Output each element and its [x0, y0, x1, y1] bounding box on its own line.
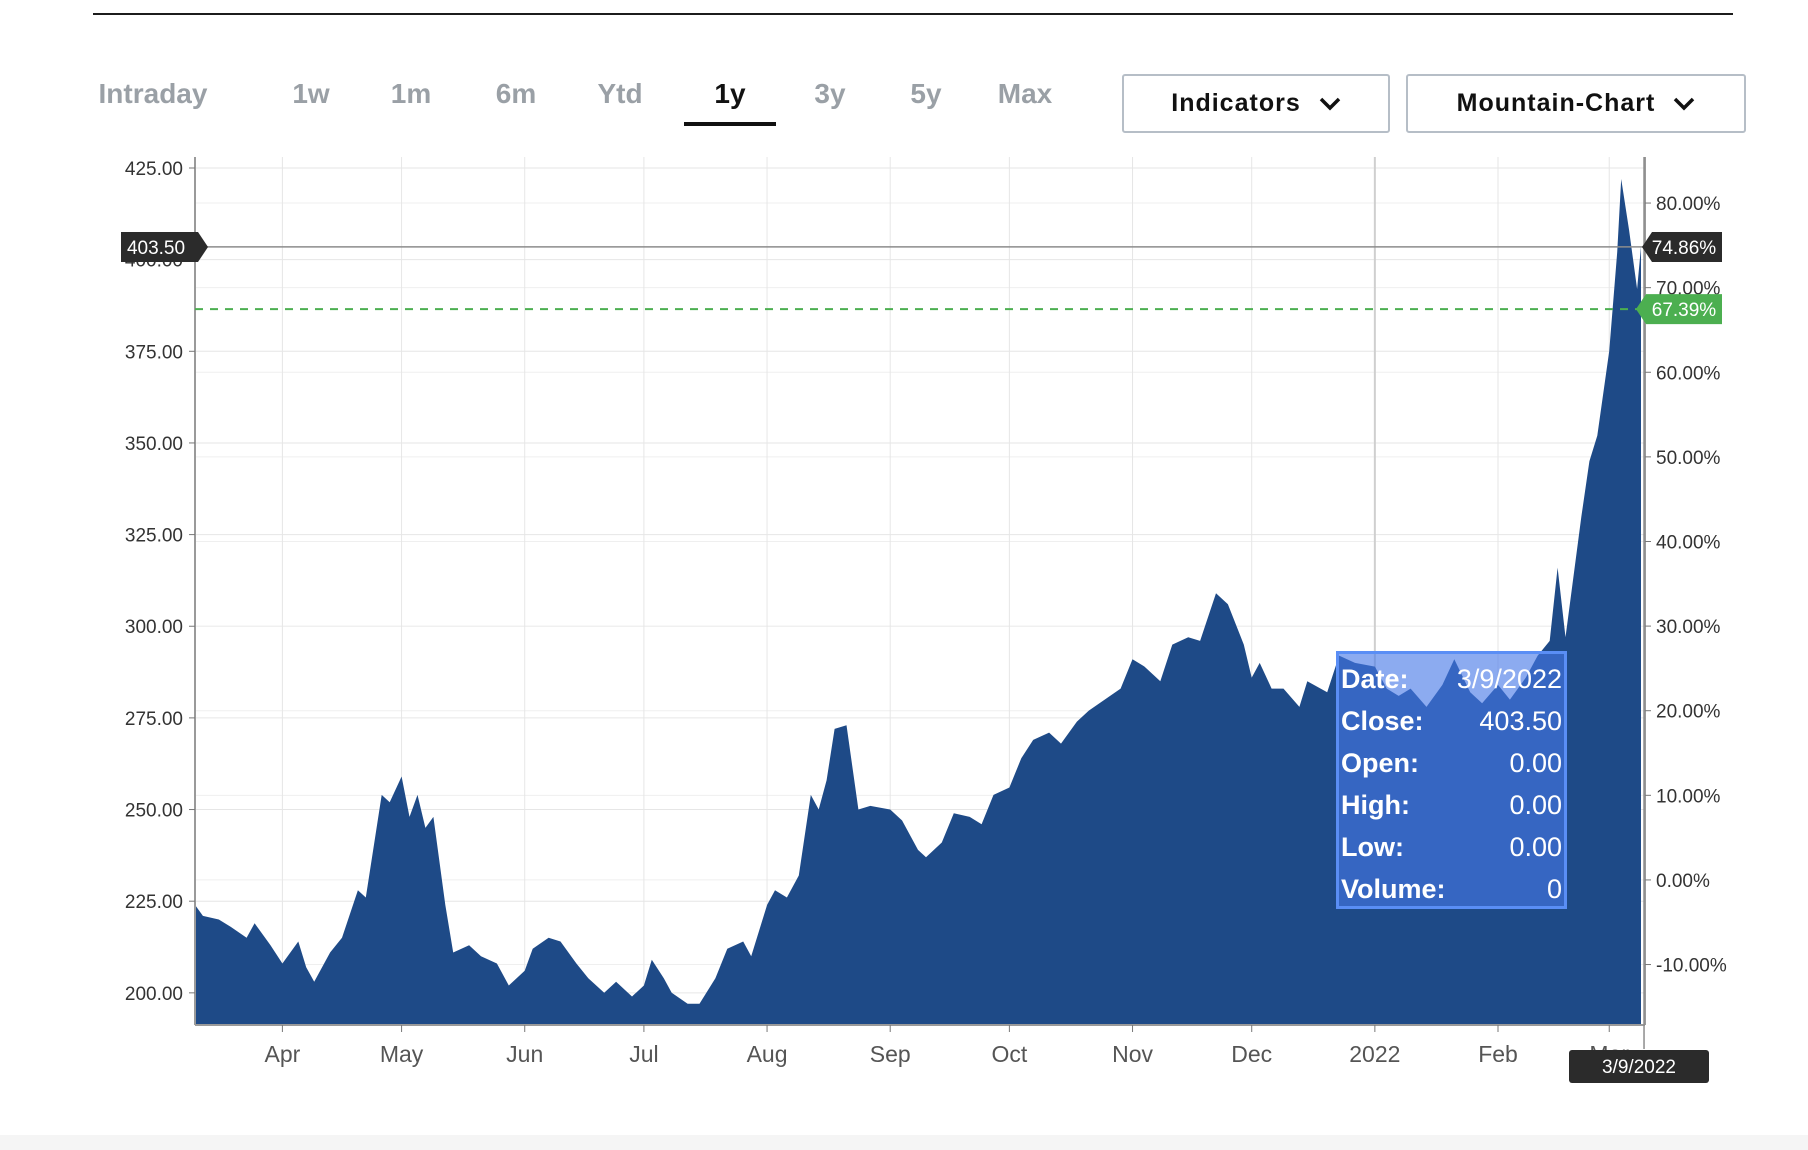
- crosshair-date-label: 3/9/2022: [1569, 1050, 1709, 1083]
- reference-percent-text: 67.39%: [1652, 300, 1717, 321]
- price-tick-label: 250.00: [125, 801, 183, 822]
- tooltip-row: Date: 3/9/2022: [1341, 658, 1562, 700]
- percent-tick-label: 40.00%: [1656, 532, 1721, 553]
- crosshair-percent-label: 74.86%: [1642, 232, 1722, 262]
- chevron-down-icon: [1319, 97, 1340, 110]
- date-tick-label: Aug: [747, 1041, 788, 1067]
- footer-band: [0, 1135, 1808, 1150]
- percent-tick-label: 10.00%: [1656, 786, 1721, 807]
- top-divider: [93, 13, 1733, 15]
- tab-6m[interactable]: 6m: [495, 78, 537, 109]
- chart-type-dropdown[interactable]: Mountain-Chart: [1406, 74, 1746, 133]
- tooltip-key: Date:: [1341, 664, 1409, 694]
- price-tick-label: 350.00: [125, 434, 183, 455]
- tooltip-key: Low:: [1341, 832, 1404, 862]
- tooltip-key: High:: [1341, 790, 1410, 820]
- tooltip-key: Open:: [1341, 748, 1419, 778]
- tab-3y[interactable]: 3y: [814, 78, 846, 109]
- percent-tick-label: 50.00%: [1656, 448, 1721, 469]
- date-tick-label: Nov: [1112, 1041, 1153, 1067]
- tab-1m[interactable]: 1m: [390, 78, 432, 109]
- chart-type-label: Mountain-Chart: [1456, 89, 1656, 117]
- percent-tick-label: 30.00%: [1656, 617, 1721, 638]
- percent-tick-label: -10.00%: [1656, 956, 1727, 977]
- price-area-series: [195, 179, 1641, 1024]
- price-tick-label: 300.00: [125, 617, 183, 638]
- tooltip-key: Volume:: [1341, 874, 1446, 904]
- price-tick-label: 375.00: [125, 342, 183, 363]
- tooltip-row: Close: 403.50: [1341, 700, 1562, 742]
- tooltip-value: 0.00: [1509, 790, 1562, 820]
- tooltip-row: Open: 0.00: [1341, 742, 1562, 784]
- price-tick-label: 325.00: [125, 526, 183, 547]
- chevron-down-icon: [1674, 97, 1695, 110]
- tooltip-row: Volume: 0: [1341, 868, 1562, 910]
- price-tick-label: 425.00: [125, 159, 183, 180]
- price-axis-ticks: 425.00400.00375.00350.00325.00300.00275.…: [125, 159, 195, 1005]
- tooltip-value: 0.00: [1509, 748, 1562, 778]
- percent-tick-label: 20.00%: [1656, 702, 1721, 723]
- date-tick-label: Sep: [870, 1041, 911, 1067]
- percent-tick-label: 0.00%: [1656, 871, 1710, 892]
- date-tick-label: Feb: [1478, 1041, 1518, 1067]
- tab-intraday[interactable]: Intraday: [98, 78, 208, 109]
- data-tooltip: Date: 3/9/2022 Close: 403.50 Open: 0.00 …: [1336, 651, 1567, 909]
- tab-ytd[interactable]: Ytd: [597, 78, 643, 109]
- crosshair-price-label: 403.50: [121, 232, 208, 262]
- tab-max[interactable]: Max: [997, 78, 1053, 109]
- tooltip-value: 0.00: [1509, 832, 1562, 862]
- tooltip-row: Low: 0.00: [1341, 826, 1562, 868]
- date-tick-label: Dec: [1231, 1041, 1272, 1067]
- tooltip-value: 403.50: [1479, 706, 1562, 736]
- crosshair-date-text: 3/9/2022: [1602, 1057, 1676, 1078]
- price-tick-label: 225.00: [125, 892, 183, 913]
- crosshair-percent-text: 74.86%: [1652, 238, 1717, 259]
- date-tick-label: 2022: [1349, 1041, 1400, 1067]
- indicators-dropdown[interactable]: Indicators: [1122, 74, 1390, 133]
- price-tick-label: 275.00: [125, 709, 183, 730]
- percent-axis-ticks: 80.00%70.00%60.00%50.00%40.00%30.00%20.0…: [1645, 194, 1727, 977]
- crosshair-price-text: 403.50: [127, 238, 185, 259]
- date-tick-label: Apr: [264, 1041, 300, 1067]
- tab-1y[interactable]: 1y: [684, 68, 776, 128]
- reference-percent-label: 67.39%: [1636, 294, 1722, 325]
- tooltip-row: High: 0.00: [1341, 784, 1562, 826]
- tooltip-value: 3/9/2022: [1456, 664, 1562, 694]
- tooltip-value: 0: [1546, 874, 1562, 904]
- percent-tick-label: 80.00%: [1656, 194, 1721, 215]
- tab-5y[interactable]: 5y: [910, 78, 942, 109]
- percent-tick-label: 60.00%: [1656, 363, 1721, 384]
- date-tick-label: Jun: [506, 1041, 543, 1067]
- date-tick-label: May: [380, 1041, 424, 1067]
- date-tick-label: Oct: [991, 1041, 1027, 1067]
- date-tick-label: Jul: [629, 1041, 658, 1067]
- price-tick-label: 200.00: [125, 984, 183, 1005]
- tab-1w[interactable]: 1w: [292, 78, 330, 109]
- indicators-label: Indicators: [1171, 89, 1301, 117]
- tooltip-key: Close:: [1341, 706, 1424, 736]
- date-axis-ticks: AprMayJunJulAugSepOctNovDec2022FebMar: [264, 1025, 1629, 1067]
